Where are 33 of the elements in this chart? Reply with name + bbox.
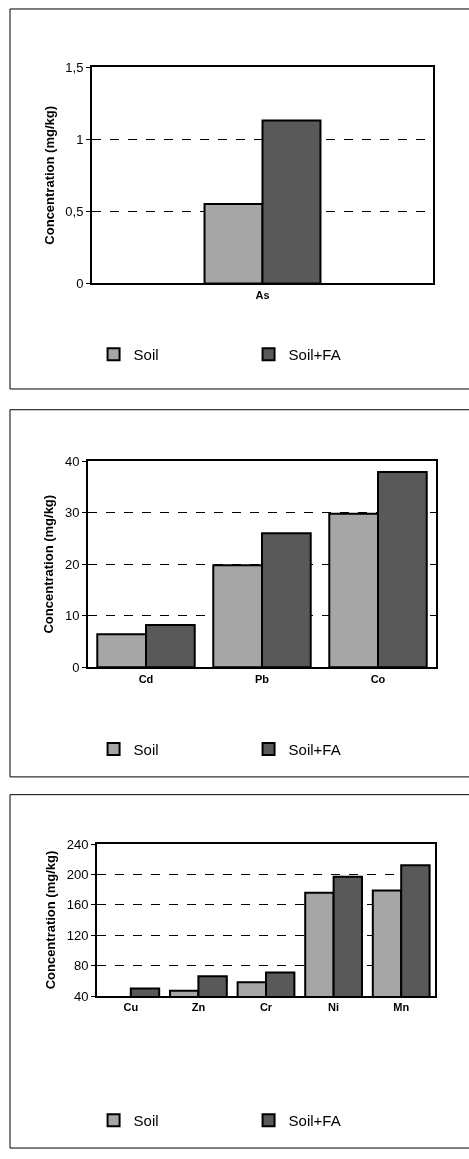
legend-label: Soil (133, 1112, 159, 1129)
x-tick-label: Ni (328, 1001, 340, 1014)
y-tick-label: 0 (76, 275, 84, 291)
y-tick-label: 200 (66, 866, 89, 882)
x-tick-label: As (255, 288, 270, 301)
y-tick-label: 30 (64, 505, 80, 521)
legend-label: Soil (133, 740, 159, 758)
y-tick-label: 160 (66, 897, 89, 913)
y-tick-label: 1 (76, 131, 84, 147)
x-tick-label: Cr (259, 1001, 273, 1014)
legend-label: Soil+FA (288, 346, 341, 364)
x-tick-label: Co (370, 672, 386, 685)
y-tick-label: 20 (64, 556, 80, 572)
y-tick-label: 120 (66, 927, 89, 943)
y-tick-label: 40 (73, 988, 89, 1004)
y-tick-label: 0 (72, 659, 80, 675)
y-tick-label: 1,5 (65, 59, 84, 75)
y-tick-label: 0,5 (65, 203, 84, 219)
y-tick-label: 80 (73, 958, 89, 974)
x-tick-label: Zn (191, 1001, 206, 1014)
x-tick-label: Pb (254, 672, 270, 685)
x-tick-label: Cu (123, 1001, 139, 1014)
y-tick-label: 240 (66, 836, 89, 852)
y-tick-label: 40 (64, 453, 80, 469)
x-tick-label: Cd (138, 672, 154, 685)
legend-label: Soil+FA (288, 740, 341, 758)
y-tick-label: 10 (64, 608, 80, 624)
y-axis-title: Concentration (mg/kg) (43, 850, 59, 990)
x-tick-label: Mn (393, 1001, 410, 1014)
y-axis-title: Concentration (mg/kg) (41, 494, 57, 634)
y-axis-title: Concentration (mg/kg) (41, 105, 57, 245)
legend-label: Soil+FA (288, 1112, 341, 1129)
legend-label: Soil (133, 346, 159, 364)
